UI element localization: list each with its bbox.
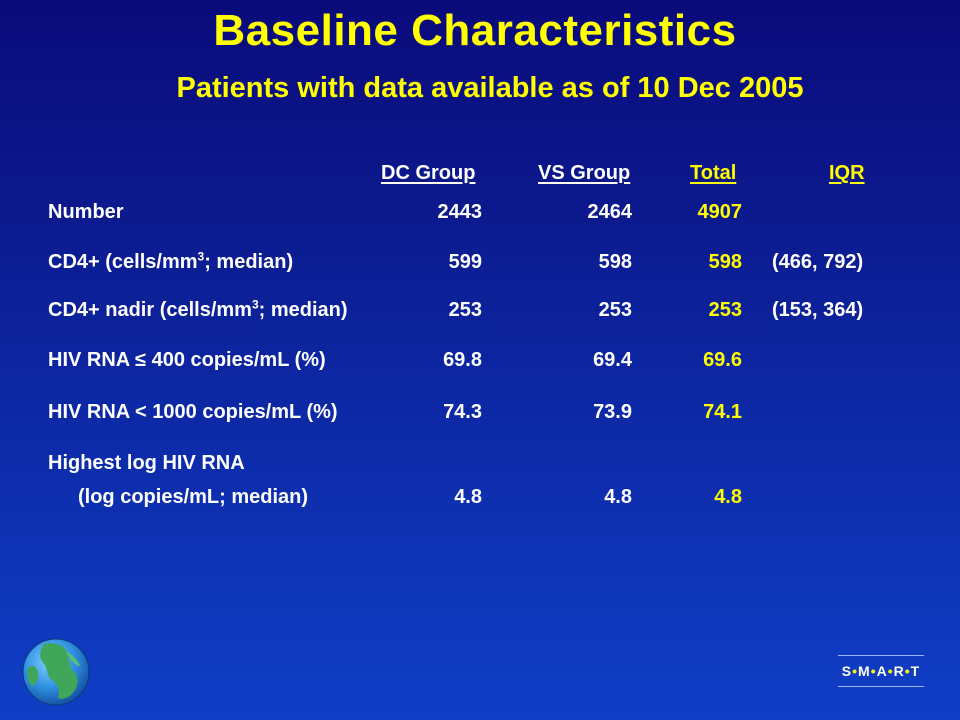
cell-dc-hiv-rna-1000: 74.3 <box>443 401 482 423</box>
column-header-total: Total <box>690 162 737 184</box>
cell-total-highest-log: 4.8 <box>714 486 742 508</box>
logo-separator-dot: • <box>887 663 894 679</box>
cell-iqr-cd4: (466, 792) <box>772 251 864 273</box>
cell-total-cd4-nadir: 253 <box>708 299 742 321</box>
row-label-hiv-rna-400: HIV RNA ≤ 400 copies/mL (%) <box>48 349 326 371</box>
row-label-highest-log-hiv-rna: Highest log HIV RNA <box>48 452 245 474</box>
row-label-cd4: CD4+ (cells/mm3; median) <box>48 249 294 274</box>
column-header-vs-group: VS Group <box>538 162 631 184</box>
smart-logo: S•M•A•R•T <box>838 655 924 687</box>
row-label-cd4-suffix: ; median) <box>204 251 294 273</box>
superscript-3: 3 <box>197 249 205 264</box>
logo-separator-dot: • <box>904 663 911 679</box>
cell-total-hiv-rna-1000: 74.1 <box>703 401 742 423</box>
logo-letter-t: T <box>910 663 921 679</box>
cell-dc-number: 2443 <box>437 201 483 223</box>
cell-vs-number: 2464 <box>587 201 633 223</box>
slide-title: Baseline Characteristics <box>213 6 737 55</box>
superscript-3: 3 <box>251 297 259 312</box>
globe-icon <box>22 638 90 706</box>
row-label-highest-log-hiv-rna-units: (log copies/mL; median) <box>78 486 309 508</box>
cell-dc-hiv-rna-400: 69.8 <box>443 349 482 371</box>
cell-total-number: 4907 <box>697 201 743 223</box>
logo-letter-s: S <box>841 663 853 679</box>
logo-letter-m: M <box>858 663 871 679</box>
row-label-hiv-rna-1000: HIV RNA < 1000 copies/mL (%) <box>48 401 338 423</box>
cell-vs-hiv-rna-1000: 73.9 <box>593 401 632 423</box>
column-header-dc-group: DC Group <box>381 162 476 184</box>
cell-total-cd4: 598 <box>708 251 742 273</box>
row-label-number: Number <box>48 201 124 223</box>
logo-separator-dot: • <box>870 663 877 679</box>
row-label-cd4-nadir-suffix: ; median) <box>258 299 348 321</box>
row-label-cd4-text: CD4+ (cells/mm <box>48 251 198 273</box>
cell-iqr-cd4-nadir: (153, 364) <box>772 299 864 321</box>
slide-subtitle: Patients with data available as of 10 De… <box>176 72 804 104</box>
logo-letter-r: R <box>893 663 905 679</box>
row-label-cd4-nadir-text: CD4+ nadir (cells/mm <box>48 299 252 321</box>
logo-letter-a: A <box>876 663 888 679</box>
logo-separator-dot: • <box>852 663 859 679</box>
cell-vs-hiv-rna-400: 69.4 <box>593 349 632 371</box>
cell-vs-cd4-nadir: 253 <box>598 299 632 321</box>
cell-total-hiv-rna-400: 69.6 <box>703 349 742 371</box>
cell-vs-highest-log: 4.8 <box>604 486 632 508</box>
row-label-cd4-nadir: CD4+ nadir (cells/mm3; median) <box>48 297 348 322</box>
column-header-iqr: IQR <box>829 162 865 184</box>
cell-vs-cd4: 598 <box>598 251 632 273</box>
cell-dc-highest-log: 4.8 <box>454 486 482 508</box>
cell-dc-cd4-nadir: 253 <box>448 299 482 321</box>
cell-dc-cd4: 599 <box>448 251 482 273</box>
